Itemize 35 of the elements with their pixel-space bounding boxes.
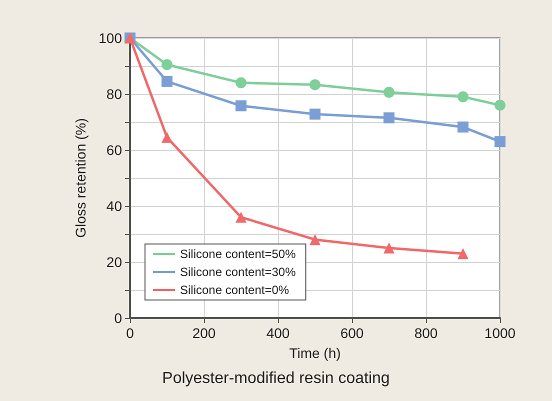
point — [236, 77, 246, 88]
point — [458, 91, 468, 102]
x-tick-label: 200 — [192, 325, 216, 341]
point — [384, 242, 394, 254]
x-tick-label: 400 — [266, 325, 290, 341]
x-tick-label: 800 — [414, 325, 438, 341]
point — [384, 86, 394, 98]
x-tick-label: 0 — [126, 325, 134, 341]
point — [310, 79, 320, 90]
point — [310, 234, 320, 246]
x-tick-label: 600 — [340, 325, 364, 341]
point — [310, 108, 320, 120]
legend-label: Silicone content=50% — [180, 247, 296, 261]
point — [162, 76, 172, 87]
point — [162, 59, 172, 70]
point — [236, 212, 246, 223]
text: Polyester-modified resin coating — [161, 370, 391, 388]
point — [458, 248, 468, 260]
y-tick-label: 80 — [106, 86, 122, 102]
point — [236, 100, 246, 112]
y-axis-title: Gloss retention (%) — [72, 118, 89, 238]
x-axis-title: Time (h) — [289, 345, 341, 361]
y-tick-label: 0 — [114, 310, 122, 326]
legend-label: Silicone content=0% — [180, 283, 290, 297]
y-tick-label: 40 — [106, 198, 122, 214]
y-tick-label: 100 — [98, 30, 122, 46]
point — [458, 122, 468, 133]
point — [494, 136, 506, 148]
point — [162, 132, 172, 143]
x-tick-label: 1000 — [484, 325, 516, 341]
point — [494, 100, 506, 111]
y-tick-label: 20 — [106, 254, 122, 270]
point — [384, 112, 394, 124]
y-tick-label: 60 — [106, 142, 122, 158]
legend-label: Silicone content=30% — [180, 265, 296, 279]
